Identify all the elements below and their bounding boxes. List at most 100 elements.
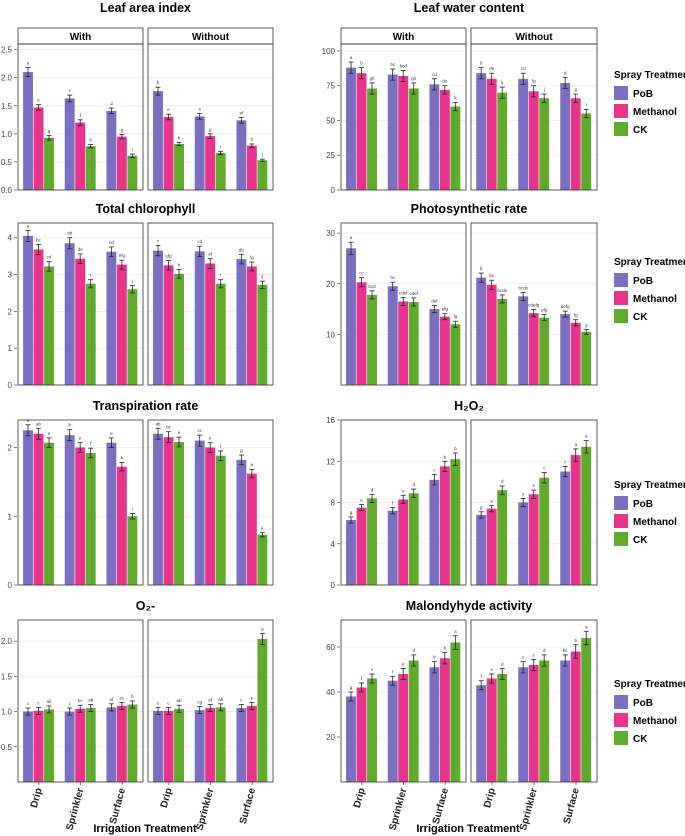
- chart-title: Leaf area index: [100, 1, 191, 15]
- x-tick-label-surface: Surface: [238, 787, 258, 826]
- chart-title: Malondyhyde activity: [406, 599, 532, 613]
- y-tick-label: 0: [8, 581, 13, 590]
- y-tick-label: 8: [331, 499, 336, 508]
- x-tick-label-drip: Drip: [159, 787, 175, 809]
- legend-label-pob: PoB: [633, 89, 653, 100]
- chart-title: H₂O₂: [454, 399, 484, 413]
- legend-title: Spray Treatment: [614, 257, 685, 268]
- y-tick-label: 0.0: [1, 186, 13, 195]
- panel-border: [470, 43, 598, 191]
- bar-methanol-sprinkler: [75, 258, 86, 385]
- bar-methanol-drip: [33, 433, 44, 585]
- significance-letter: ef: [109, 697, 114, 702]
- significance-letter: c: [157, 238, 160, 243]
- significance-letter: de: [78, 247, 84, 252]
- significance-letter: f: [220, 444, 222, 449]
- bar-ck-sprinkler: [215, 455, 226, 585]
- bar-pob-sprinkler: [64, 243, 75, 385]
- significance-letter: d: [543, 648, 546, 653]
- y-tick-label: 0: [8, 381, 13, 390]
- significance-letter: defg: [561, 304, 570, 309]
- bar-methanol-surface: [439, 658, 450, 782]
- bar-methanol-surface: [439, 466, 450, 585]
- significance-letter: cd: [521, 66, 526, 71]
- bar-pob-drip: [346, 520, 356, 585]
- y-tick-label: 0: [331, 186, 336, 195]
- bar-methanol-sprinkler: [205, 263, 216, 385]
- significance-letter: ef: [208, 252, 213, 257]
- y-tick-label: 1.0: [1, 130, 13, 139]
- bar-methanol-surface: [246, 266, 257, 385]
- significance-letter: c: [167, 700, 170, 705]
- significance-letter: b: [444, 454, 447, 459]
- y-tick-label: 30: [326, 229, 335, 238]
- significance-letter: de: [489, 66, 495, 71]
- significance-letter: cc: [120, 695, 125, 700]
- x-tick-label-surface: Surface: [108, 787, 128, 826]
- y-tick-label: 3: [8, 271, 13, 280]
- bar-pob-surface: [236, 259, 247, 385]
- y-tick-label: 20: [326, 280, 335, 289]
- bar-pob-drip: [346, 67, 356, 190]
- bar-methanol-drip: [356, 507, 367, 585]
- bar-pob-drip: [153, 710, 163, 782]
- bar-ck-drip: [367, 498, 377, 585]
- bar-pob-sprinkler: [194, 251, 205, 385]
- bar-methanol-surface: [570, 651, 581, 782]
- bar-pob-sprinkler: [518, 78, 529, 190]
- significance-letter: c: [251, 695, 254, 700]
- significance-letter: h: [121, 456, 124, 461]
- significance-letter: c: [522, 655, 525, 660]
- bar-ck-surface: [127, 155, 138, 190]
- significance-letter: ab: [67, 231, 73, 236]
- bar-methanol-surface: [570, 98, 581, 190]
- y-tick-label: 2.0: [1, 74, 13, 83]
- significance-letter: e: [532, 483, 535, 488]
- bar-pob-surface: [106, 251, 117, 385]
- y-tick-label: 0.5: [1, 743, 13, 752]
- significance-letter: a: [27, 223, 30, 228]
- y-tick-label: 20: [326, 733, 335, 742]
- bar-ck-drip: [367, 678, 377, 782]
- bar-methanol-surface: [246, 145, 257, 190]
- significance-letter: c: [37, 700, 40, 705]
- legend-label-pob: PoB: [633, 499, 653, 510]
- bar-methanol-drip: [486, 284, 497, 385]
- bar-pob-drip: [346, 696, 356, 782]
- bar-pob-drip: [153, 433, 163, 585]
- bar-pob-sprinkler: [64, 711, 75, 782]
- chart-title: O₂-: [136, 599, 155, 613]
- significance-letter: bc: [563, 648, 569, 653]
- bar-methanol-drip: [163, 117, 174, 190]
- significance-letter: de: [239, 247, 245, 252]
- significance-letter: e: [371, 667, 374, 672]
- significance-letter: g: [350, 685, 353, 690]
- significance-letter: efg: [119, 253, 126, 258]
- significance-letter: a: [350, 55, 353, 60]
- panel-border: [340, 43, 467, 191]
- bar-methanol-surface: [246, 473, 257, 585]
- bar-methanol-sprinkler: [528, 313, 539, 385]
- bar-ck-drip: [497, 490, 508, 585]
- bar-ck-surface: [581, 638, 592, 782]
- bar-ck-sprinkler: [215, 283, 226, 385]
- bar-ck-drip: [367, 294, 377, 385]
- panel-border: [17, 43, 144, 191]
- significance-letter: cdef: [409, 291, 418, 296]
- bar-pob-sprinkler: [518, 296, 529, 385]
- bar-ck-drip: [174, 708, 184, 782]
- bar-methanol-sprinkler: [528, 665, 539, 782]
- significance-letter: e: [490, 499, 493, 504]
- bar-pob-drip: [153, 250, 163, 385]
- significance-letter: d: [564, 70, 567, 75]
- y-tick-label: 4: [331, 540, 336, 549]
- significance-letter: d: [371, 487, 374, 492]
- bar-methanol-sprinkler: [528, 91, 539, 190]
- bar-methanol-sprinkler: [205, 708, 216, 782]
- legend-swatch-methanol: [614, 514, 628, 528]
- bar-ck-surface: [127, 289, 138, 385]
- legend-label-pob: PoB: [633, 698, 653, 709]
- significance-letter: ef: [208, 698, 213, 703]
- bar-pob-surface: [560, 660, 571, 782]
